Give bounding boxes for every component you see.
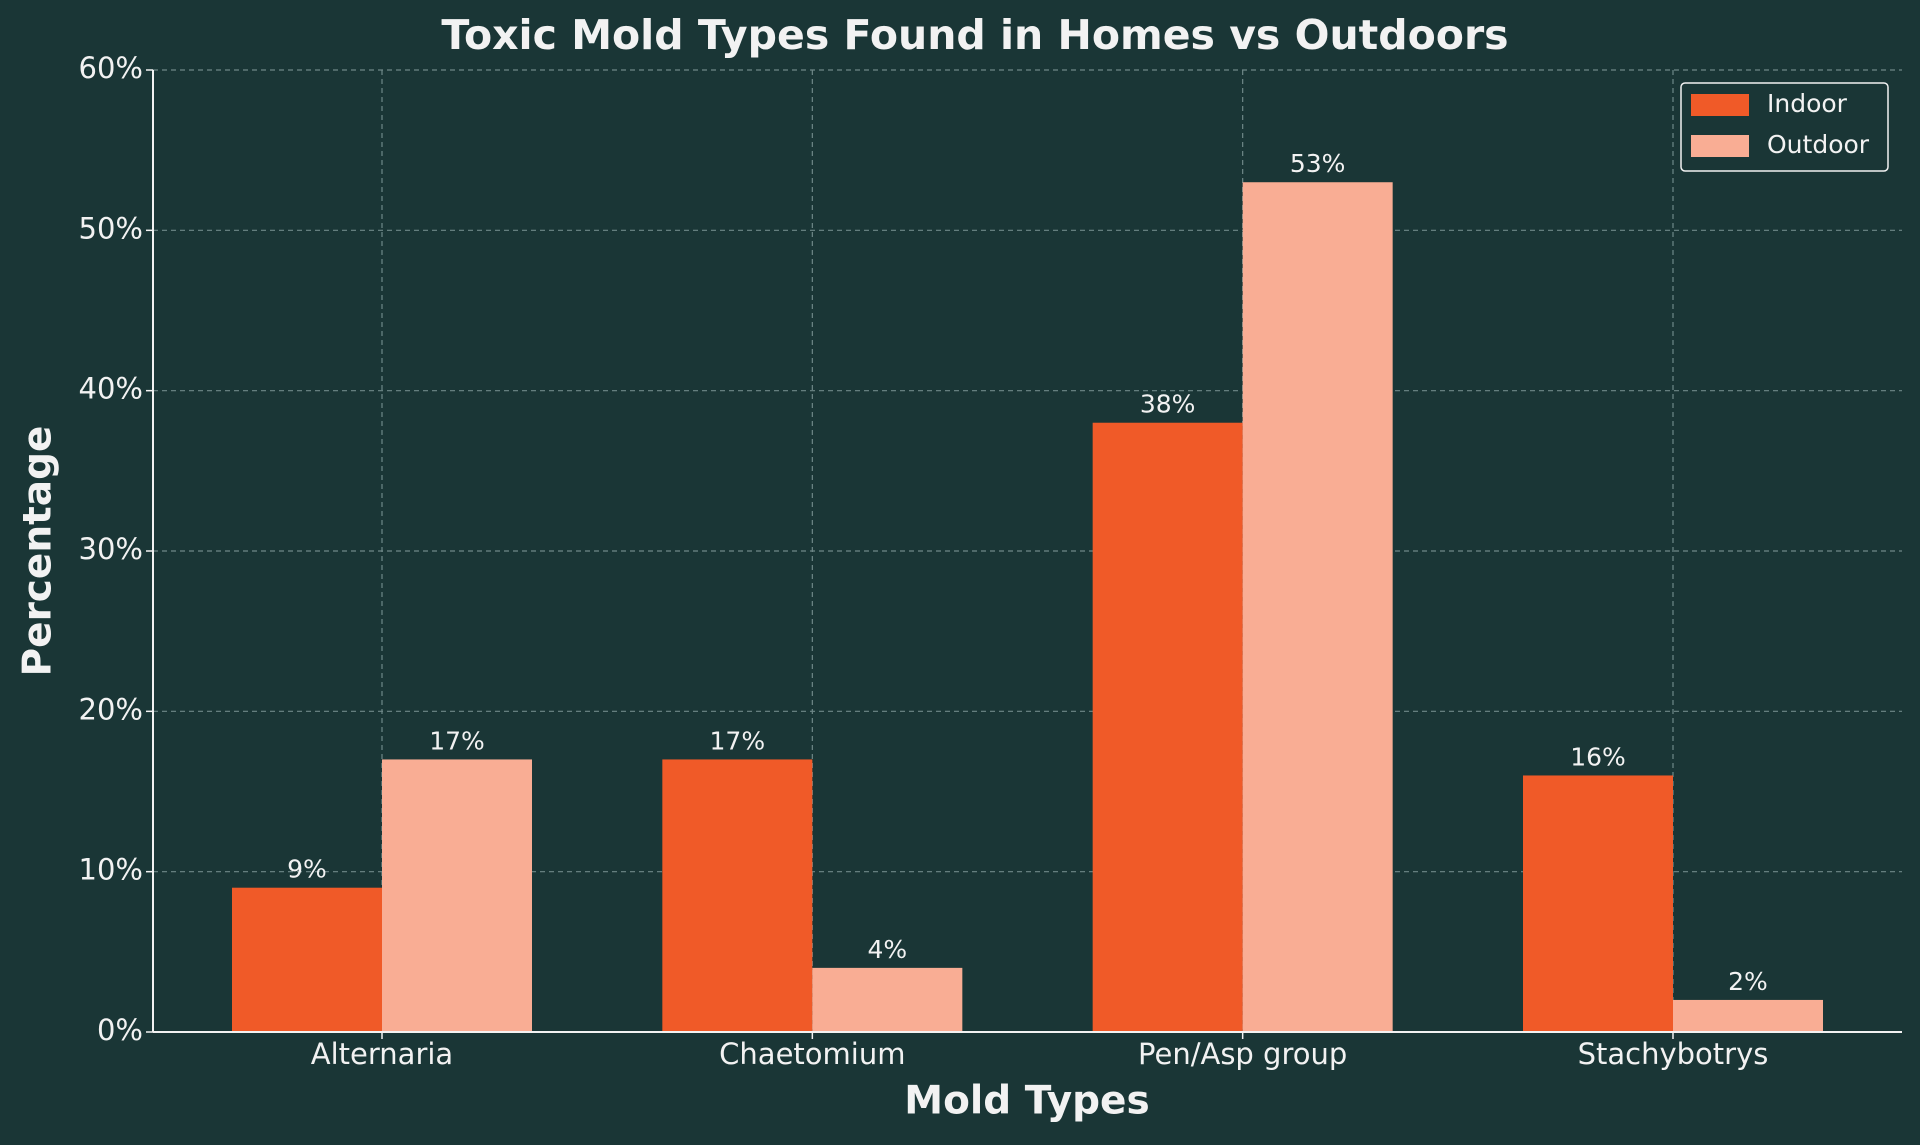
y-tick-label: 50% — [79, 211, 143, 245]
x-tick-label: Alternaria — [311, 1037, 453, 1071]
legend-label: Outdoor — [1767, 130, 1870, 159]
y-tick-label: 60% — [79, 51, 143, 85]
value-label: 53% — [1290, 149, 1346, 178]
chart-title: Toxic Mold Types Found in Homes vs Outdo… — [441, 11, 1508, 59]
y-tick-label: 40% — [79, 372, 143, 406]
value-label: 9% — [287, 855, 327, 884]
legend-swatch — [1691, 94, 1749, 116]
bar — [1673, 999, 1823, 1032]
x-axis-label: Mold Types — [904, 1079, 1149, 1124]
legend-label: Indoor — [1767, 89, 1848, 118]
x-tick-label: Stachybotrys — [1578, 1037, 1769, 1071]
y-tick-label: 30% — [79, 532, 143, 566]
x-tick-label: Chaetomium — [719, 1037, 905, 1071]
bar — [1242, 182, 1393, 1032]
x-tick-label: Pen/Asp group — [1138, 1037, 1347, 1071]
y-tick-label: 10% — [79, 853, 143, 887]
legend-swatch — [1691, 135, 1749, 157]
value-label: 16% — [1570, 742, 1626, 771]
bar — [812, 967, 963, 1032]
value-label: 4% — [867, 935, 907, 964]
bar — [382, 759, 532, 1032]
value-label: 38% — [1140, 390, 1196, 419]
y-tick-label: 0% — [97, 1013, 143, 1047]
bar — [1523, 775, 1673, 1032]
value-label: 17% — [429, 726, 485, 755]
value-label: 17% — [710, 726, 766, 755]
bar — [232, 887, 382, 1032]
y-tick-label: 20% — [79, 692, 143, 726]
bar — [1092, 422, 1243, 1032]
value-label: 2% — [1728, 967, 1768, 996]
y-axis-label: Percentage — [16, 426, 61, 677]
bar — [662, 759, 813, 1032]
